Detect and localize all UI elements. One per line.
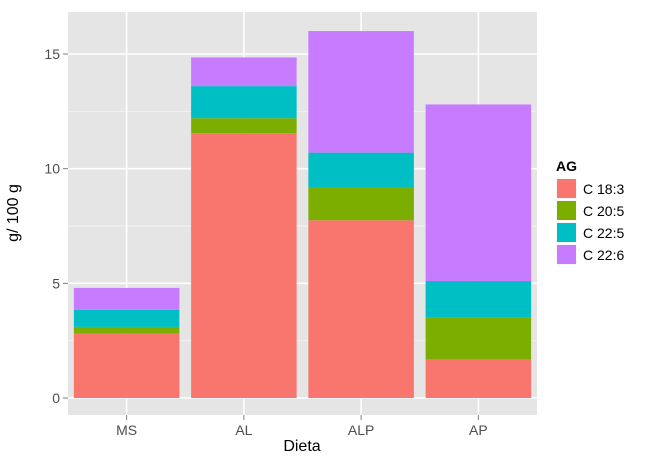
bar-segment-alp-c-18-3: [308, 220, 414, 398]
bar-segment-ap-c-20-5: [425, 317, 532, 360]
x-axis: MS AL ALP AP: [116, 415, 488, 438]
bar-segment-al-c-22-5: [191, 86, 297, 119]
y-tick-label: 0: [52, 390, 60, 406]
legend-swatch: [557, 179, 576, 198]
bar-segment-ap-c-22-6: [425, 104, 532, 282]
x-tick-label: AP: [469, 422, 488, 438]
y-tick-label: 10: [44, 161, 60, 177]
legend-label: C 22:5: [583, 225, 624, 241]
legend-label: C 22:6: [583, 247, 624, 263]
bar-segment-ms-c-18-3: [73, 333, 180, 398]
legend-swatch: [557, 201, 576, 220]
bar-segment-ms-c-20-5: [73, 326, 180, 334]
legend: AG C 18:3 C 20:5 C 22:5 C 22:6: [555, 158, 624, 266]
y-tick-label: 5: [52, 275, 60, 291]
bars: [73, 31, 532, 398]
bar-segment-alp-c-22-5: [308, 152, 414, 188]
bar-segment-al-c-20-5: [191, 118, 297, 134]
bar-segment-al-c-18-3: [191, 133, 297, 398]
bar-segment-alp-c-20-5: [308, 187, 414, 221]
y-tick-label: 15: [44, 46, 60, 62]
bar-segment-ms-c-22-6: [73, 287, 180, 310]
legend-label: C 20:5: [583, 203, 624, 219]
bar-segment-alp-c-22-6: [308, 31, 414, 153]
bar-segment-ap-c-18-3: [425, 359, 532, 398]
x-axis-title: Dieta: [283, 438, 320, 453]
x-tick-label: ALP: [348, 422, 374, 438]
legend-swatch: [557, 223, 576, 242]
x-tick-label: AL: [235, 422, 252, 438]
legend-swatch: [557, 245, 576, 264]
bar-segment-al-c-22-6: [191, 57, 297, 87]
legend-title: AG: [556, 158, 577, 174]
x-tick-label: MS: [116, 422, 137, 438]
bar-segment-ap-c-22-5: [425, 281, 532, 318]
legend-label: C 18:3: [583, 181, 624, 197]
y-axis-title: g/ 100 g: [5, 184, 22, 242]
bar-segment-ms-c-22-5: [73, 309, 180, 327]
y-axis: 0 5 10 15: [44, 46, 68, 406]
